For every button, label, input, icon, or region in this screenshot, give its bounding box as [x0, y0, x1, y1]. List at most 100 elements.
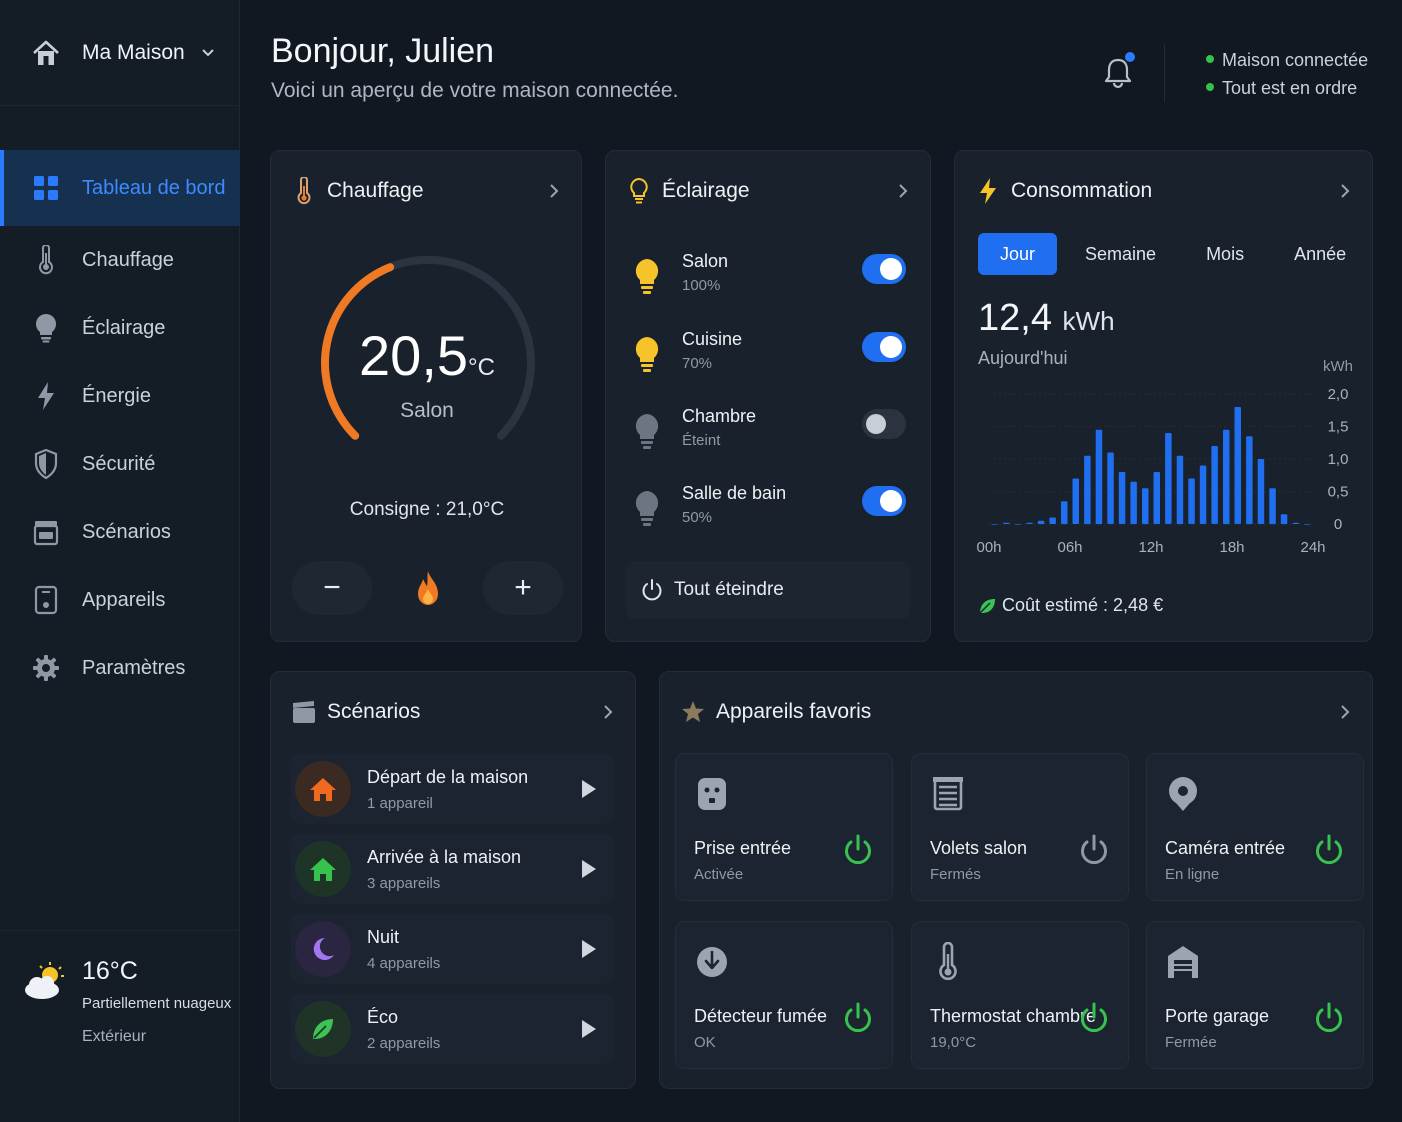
card-title: Appareils favoris	[716, 700, 872, 723]
bulb-on-icon	[635, 259, 659, 294]
home-name: Ma Maison	[82, 40, 185, 64]
tab-day[interactable]: Jour	[978, 233, 1058, 275]
leaf-icon	[979, 598, 995, 614]
home-selector[interactable]: Ma Maison	[0, 0, 239, 106]
tab-week[interactable]: Semaine	[1085, 243, 1157, 264]
power-on-icon[interactable]	[1313, 834, 1345, 868]
light-toggle[interactable]	[862, 409, 906, 439]
toggle-knob	[880, 258, 902, 280]
clapper-icon	[32, 518, 60, 546]
consumption-card-header[interactable]: Consommation	[975, 175, 1352, 207]
chart-bar	[1199, 465, 1207, 524]
tab-year[interactable]: Année	[1294, 243, 1347, 264]
gear-icon	[32, 654, 60, 682]
scenarios-card-header[interactable]: Scénarios	[291, 696, 615, 728]
chart-bar	[991, 524, 998, 525]
sidebar-item-label: Tableau de bord	[82, 176, 226, 199]
house-icon	[33, 40, 59, 65]
thermometer-icon	[291, 177, 317, 205]
chart-bar	[1246, 436, 1253, 525]
sidebar: Ma Maison Tableau de bord Chauffage Écla…	[0, 0, 240, 1122]
y-tick-label: 1,0	[1328, 451, 1349, 468]
status-line: Tout est en ordre	[1206, 74, 1368, 102]
sidebar-item-label: Paramètres	[82, 656, 186, 679]
chevron-right-icon[interactable]	[547, 184, 561, 198]
plug-icon	[698, 778, 726, 810]
favorites-card-header[interactable]: Appareils favoris	[680, 696, 1352, 728]
play-icon[interactable]	[581, 1019, 597, 1039]
weather-temp: 16°C	[82, 957, 138, 985]
shutter-icon	[933, 777, 963, 811]
sidebar-item-security[interactable]: Sécurité	[0, 430, 240, 498]
scenario-row[interactable]: Nuit 4 appareils	[291, 914, 615, 984]
sidebar-item-lighting[interactable]: Éclairage	[0, 294, 240, 362]
page-title: Bonjour, Julien	[271, 32, 495, 70]
light-toggle[interactable]	[862, 254, 906, 284]
status-dot	[1206, 83, 1214, 92]
tab-month[interactable]: Mois	[1206, 243, 1245, 264]
power-off-icon[interactable]	[1078, 834, 1110, 868]
heating-card-header[interactable]: Chauffage	[291, 175, 561, 207]
light-name: Cuisine	[682, 329, 743, 349]
sidebar-item-settings[interactable]: Paramètres	[0, 634, 240, 702]
light-row: Cuisine 70%	[626, 329, 910, 389]
sidebar-item-label: Énergie	[82, 384, 151, 407]
consumption-card: Consommation Jour Semaine Mois Année 12,…	[954, 150, 1373, 642]
heating-card: Chauffage 20,5°C Salon Consigne : 21,0°C…	[270, 150, 582, 642]
power-on-icon[interactable]	[842, 1002, 874, 1036]
chevron-right-icon[interactable]	[1338, 184, 1352, 198]
current-temperature: 20,5°C	[271, 323, 583, 388]
sidebar-nav: Tableau de bord Chauffage Éclairage Éner…	[0, 150, 240, 702]
toggle-knob	[866, 414, 886, 434]
sidebar-item-devices[interactable]: Appareils	[0, 566, 240, 634]
device-state: En ligne	[1165, 866, 1220, 883]
chevron-right-icon[interactable]	[601, 705, 615, 719]
chevron-right-icon[interactable]	[896, 184, 910, 198]
power-on-icon[interactable]	[1313, 1002, 1345, 1036]
device-tile[interactable]: Volets salon Fermés	[911, 753, 1129, 901]
sidebar-item-dashboard[interactable]: Tableau de bord	[0, 150, 240, 226]
lighting-card-header[interactable]: Éclairage	[626, 175, 910, 207]
play-icon[interactable]	[581, 779, 597, 799]
sidebar-item-scenarios[interactable]: Scénarios	[0, 498, 240, 566]
sidebar-item-label: Sécurité	[82, 452, 156, 475]
notification-bell-icon[interactable]	[1100, 52, 1140, 92]
device-tile[interactable]: Prise entrée Activée	[675, 753, 893, 901]
home-status: Maison connectée Tout est en ordre	[1206, 46, 1368, 102]
light-toggle[interactable]	[862, 486, 906, 516]
device-name: Prise entrée	[694, 838, 792, 858]
sidebar-item-energy[interactable]: Énergie	[0, 362, 240, 430]
chevron-right-icon[interactable]	[1338, 705, 1352, 719]
device-tile[interactable]: Porte garage Fermée	[1146, 921, 1364, 1069]
x-tick-label: 00h	[976, 539, 1001, 556]
card-title: Scénarios	[327, 700, 421, 723]
x-tick-label: 06h	[1057, 539, 1082, 556]
play-icon[interactable]	[581, 859, 597, 879]
power-on-icon[interactable]	[842, 834, 874, 868]
device-tile[interactable]: Thermostat chambre 19,0°C	[911, 921, 1129, 1069]
scenario-row[interactable]: Éco 2 appareils	[291, 994, 615, 1064]
play-icon[interactable]	[581, 939, 597, 959]
scenario-row[interactable]: Arrivée à la maison 3 appareils	[291, 834, 615, 904]
device-tile[interactable]: Caméra entrée En ligne	[1146, 753, 1364, 901]
all-lights-off-button[interactable]: Tout éteindre	[626, 561, 910, 619]
device-name: Thermostat chambre	[930, 1006, 1097, 1026]
sidebar-item-heating[interactable]: Chauffage	[0, 226, 240, 294]
decrease-temp-button[interactable]: −	[292, 561, 372, 615]
chart-bar	[1153, 472, 1160, 524]
chart-bar	[1118, 472, 1126, 524]
scenario-row[interactable]: Départ de la maison 1 appareil	[291, 754, 615, 824]
increase-temp-button[interactable]: +	[483, 561, 563, 615]
flame-icon[interactable]	[412, 569, 444, 609]
estimated-cost: Coût estimé : 2,48 €	[978, 595, 1163, 616]
light-level: 70%	[682, 355, 713, 372]
greeting: Bonjour, Julien Voici un aperçu de votre…	[271, 32, 678, 103]
card-title: Chauffage	[327, 179, 424, 202]
power-on-icon[interactable]	[1078, 1002, 1110, 1036]
device-name: Porte garage	[1165, 1006, 1270, 1026]
device-tile[interactable]: Détecteur fumée OK	[675, 921, 893, 1069]
consumption-chart: kWh 2,0 1,5 1,0 0,5 0 00h 06h 12h 18h 24h	[976, 358, 1353, 556]
temperature-gauge[interactable]	[311, 246, 545, 480]
chart-bar	[1037, 520, 1045, 525]
light-toggle[interactable]	[862, 332, 906, 362]
